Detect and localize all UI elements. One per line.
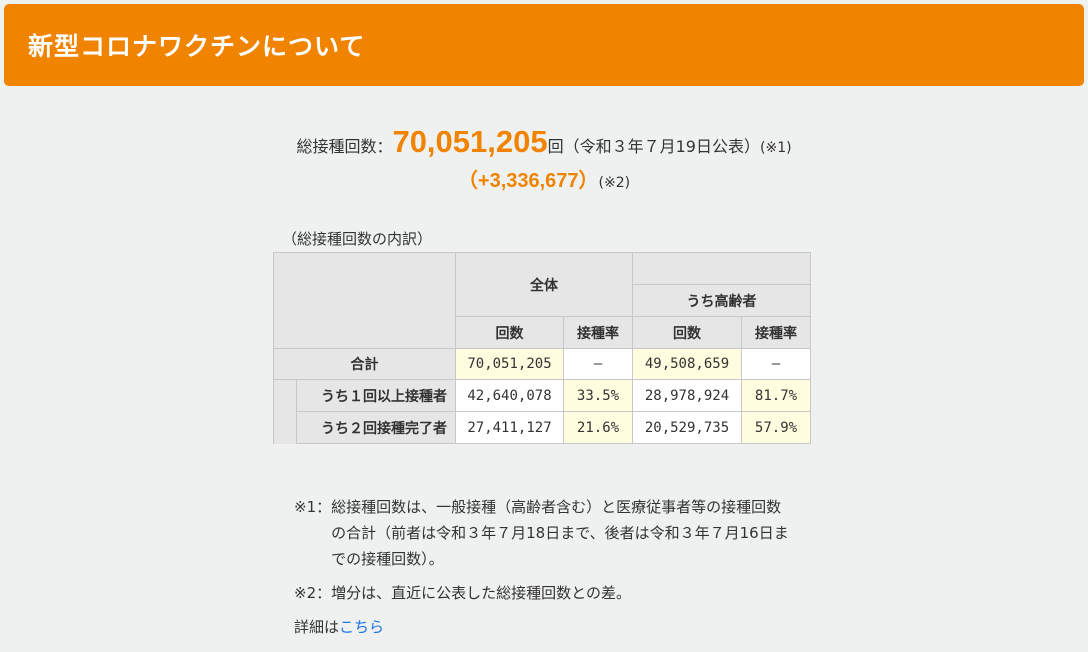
footnote-1: ※1： 総接種回数は、一般接種（高齢者含む）と医療従事者等の接種回数の合計（前者… bbox=[294, 494, 791, 572]
details-line: 詳細はこちら bbox=[294, 614, 791, 640]
increase-count: （+3,336,677） bbox=[457, 170, 599, 192]
elderly-rate: 81.7% bbox=[741, 379, 811, 412]
vaccination-summary: 総接種回数：70,051,205回（令和３年７月19日公表）(※1) （+3,3… bbox=[0, 122, 1088, 193]
footnote-mark: ※2： bbox=[294, 584, 332, 602]
header-all: 全体 bbox=[455, 252, 633, 317]
table-row-total: 合計 70,051,205 — 49,508,659 — bbox=[273, 348, 811, 380]
header-all-count: 回数 bbox=[455, 316, 564, 349]
footnote-text: 増分は、直近に公表した総接種回数との差。 bbox=[331, 584, 631, 602]
all-rate: 21.6% bbox=[563, 411, 633, 444]
footnote-text: 総接種回数は、一般接種（高齢者含む）と医療従事者等の接種回数の合計（前者は令和３… bbox=[331, 498, 789, 568]
details-prefix: 詳細は bbox=[294, 618, 340, 636]
elderly-rate: — bbox=[741, 348, 811, 380]
footnote-mark: ※1： bbox=[294, 498, 332, 516]
elderly-count: 49,508,659 bbox=[632, 348, 742, 380]
note-ref-1: (※1) bbox=[760, 140, 792, 156]
elderly-count: 28,978,924 bbox=[632, 379, 742, 412]
page-title: 新型コロナワクチンについて bbox=[28, 32, 366, 61]
all-count: 70,051,205 bbox=[455, 348, 564, 380]
header-elderly-count: 回数 bbox=[632, 316, 742, 349]
row-label: うち１回以上接種者 bbox=[296, 379, 456, 412]
breakdown-table: 全体 うち高齢者 回数 接種率 回数 接種率 合計 70,051,205 — 4… bbox=[273, 252, 811, 444]
total-count: 70,051,205 bbox=[392, 124, 548, 159]
details-link[interactable]: こちら bbox=[339, 618, 385, 636]
total-unit: 回 bbox=[547, 137, 564, 156]
all-count: 42,640,078 bbox=[455, 379, 564, 412]
row-indent bbox=[273, 411, 297, 444]
all-rate: — bbox=[563, 348, 633, 380]
header-elderly-spacer bbox=[632, 252, 811, 285]
header-elderly-rate: 接種率 bbox=[741, 316, 811, 349]
all-rate: 33.5% bbox=[563, 379, 633, 412]
table-row-first-dose: うち１回以上接種者 42,640,078 33.5% 28,978,924 81… bbox=[273, 379, 811, 412]
row-label: 合計 bbox=[273, 348, 456, 380]
footnote-2: ※2： 増分は、直近に公表した総接種回数との差。 bbox=[294, 580, 791, 606]
header-blank bbox=[273, 252, 456, 349]
elderly-rate: 57.9% bbox=[741, 411, 811, 444]
page-header: 新型コロナワクチンについて bbox=[4, 4, 1084, 86]
header-elderly: うち高齢者 bbox=[632, 284, 811, 317]
all-count: 27,411,127 bbox=[455, 411, 564, 444]
header-all-rate: 接種率 bbox=[563, 316, 633, 349]
row-label: うち２回接種完了者 bbox=[296, 411, 456, 444]
total-label: 総接種回数： bbox=[296, 137, 393, 156]
note-ref-2: (※2) bbox=[598, 175, 631, 191]
published-date: （令和３年７月19日公表） bbox=[563, 137, 760, 156]
row-indent bbox=[273, 379, 297, 412]
footnotes: ※1： 総接種回数は、一般接種（高齢者含む）と医療従事者等の接種回数の合計（前者… bbox=[294, 494, 791, 640]
elderly-count: 20,529,735 bbox=[632, 411, 742, 444]
breakdown-caption: （総接種回数の内訳） bbox=[282, 230, 433, 248]
table-row-second-dose: うち２回接種完了者 27,411,127 21.6% 20,529,735 57… bbox=[273, 411, 811, 444]
